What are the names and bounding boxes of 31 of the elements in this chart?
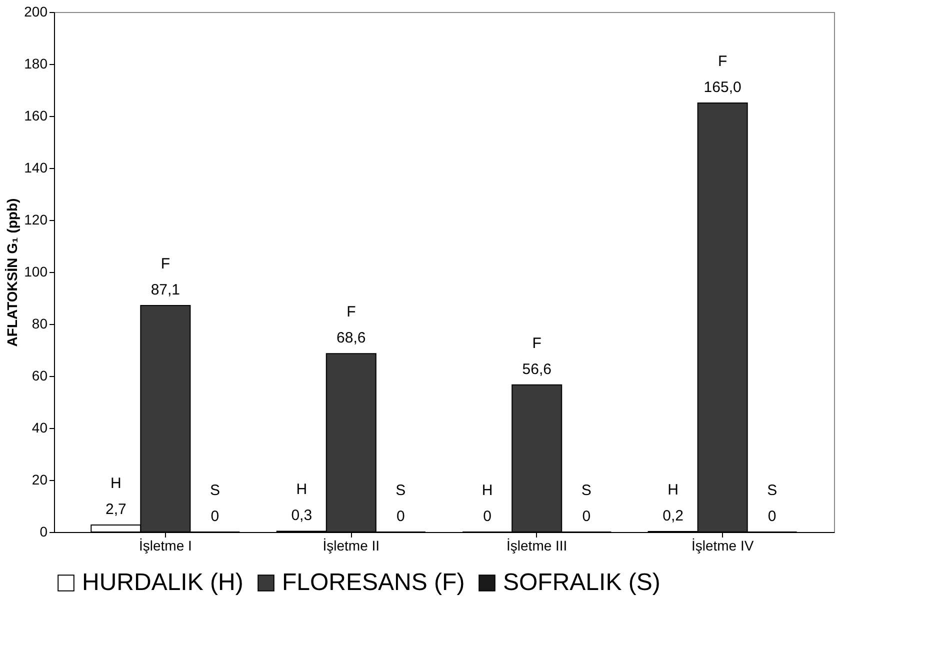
y-tick-label: 120: [24, 212, 48, 228]
y-tick-label: 200: [24, 4, 48, 20]
text: S 0: [767, 482, 778, 525]
text: S 0: [396, 482, 406, 525]
legend-label: FLORESANS (F): [282, 569, 465, 596]
text: F 87,1: [150, 256, 180, 299]
y-tick-label: 140: [24, 160, 48, 176]
text: H 0: [482, 482, 493, 525]
text: H 0,3: [291, 481, 312, 524]
y-tick-label: 20: [32, 472, 48, 488]
text: S 0: [210, 482, 220, 525]
text: F 68,6: [336, 304, 366, 347]
y-tick-label: 0: [40, 524, 48, 540]
y-axis-title: AFLATOKSİN G₁ (ppb): [4, 198, 20, 347]
legend-label: SOFRALIK (S): [503, 569, 660, 596]
y-tick-label: 80: [32, 316, 48, 332]
text: F 56,6: [522, 334, 552, 378]
y-tick-label: 180: [24, 56, 48, 72]
text: H 0,2: [662, 481, 684, 524]
y-tick-label: 160: [24, 108, 48, 124]
legend-label: HURDALIK (H): [82, 569, 244, 596]
text: F 165,0: [704, 53, 742, 96]
x-tick-label: İşletme IV: [691, 538, 754, 554]
x-tick-label: İşletme III: [506, 538, 568, 554]
x-tick-label: İşletme II: [322, 538, 380, 554]
y-tick-label: 100: [24, 264, 48, 280]
text: H 2,7: [105, 474, 126, 518]
x-tick-label: İşletme I: [138, 538, 192, 554]
text: S 0: [581, 482, 592, 525]
y-tick-label: 40: [32, 420, 48, 436]
y-tick-label: 60: [32, 368, 48, 384]
